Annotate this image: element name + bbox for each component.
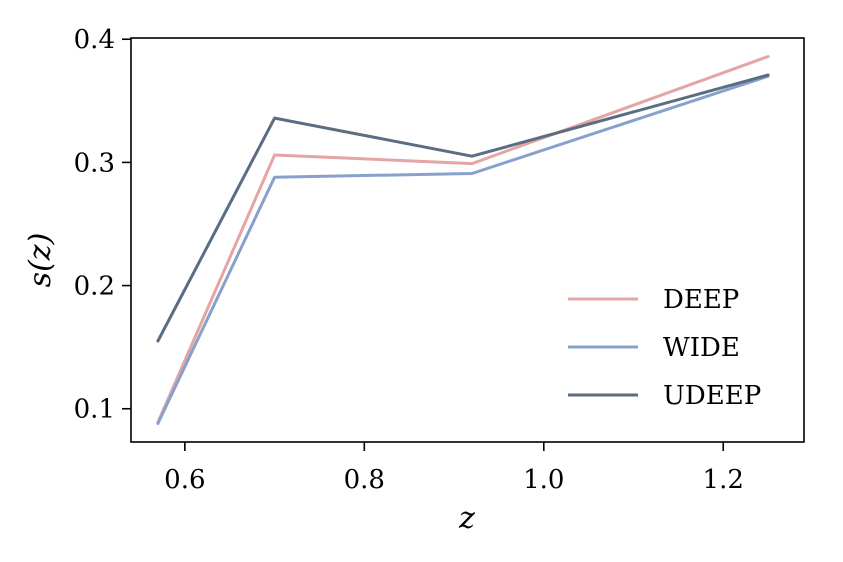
legend-label-wide: WIDE — [663, 333, 740, 363]
x-tick-label: 1.0 — [523, 465, 564, 495]
series-line-udeep — [156, 73, 770, 343]
y-tick-label: 0.1 — [74, 395, 115, 425]
x-tick-label: 0.8 — [344, 465, 385, 495]
x-tick-label: 0.6 — [164, 465, 205, 495]
legend-label-deep: DEEP — [663, 285, 739, 315]
y-tick-label: 0.2 — [74, 272, 115, 302]
plot-area — [130, 37, 805, 443]
legend-label-udeep: UDEEP — [663, 381, 761, 411]
series-line-deep — [156, 55, 770, 424]
x-axis: 0.6 0.8 1.0 1.2 — [164, 442, 744, 495]
x-tick-label: 1.2 — [703, 465, 744, 495]
series-lines — [156, 55, 770, 425]
y-axis-label: s(z) — [23, 233, 58, 288]
y-axis: 0.1 0.2 0.3 0.4 — [74, 25, 131, 425]
y-tick-label: 0.4 — [74, 25, 115, 55]
y-tick-label: 0.3 — [74, 148, 115, 178]
legend: DEEP WIDE UDEEP — [568, 285, 761, 411]
x-axis-label: z — [458, 501, 475, 536]
series-line-wide — [156, 74, 770, 425]
